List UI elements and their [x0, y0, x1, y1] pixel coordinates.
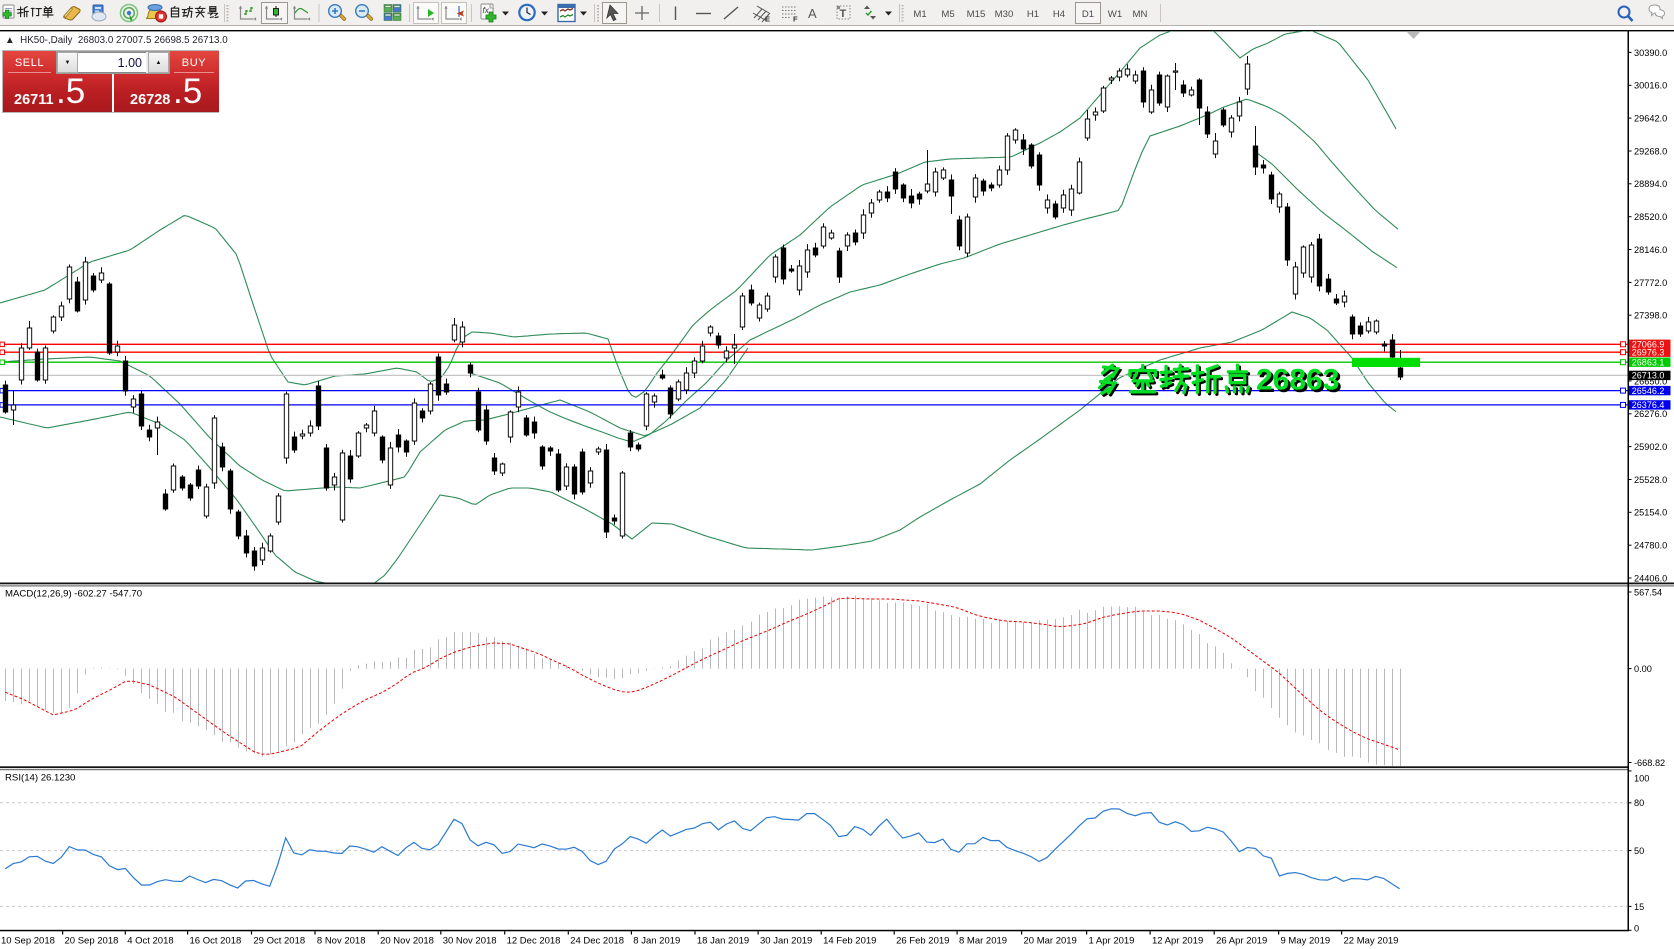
- svg-text:16 Oct 2018: 16 Oct 2018: [190, 936, 242, 947]
- svg-text:T: T: [840, 8, 847, 20]
- svg-text:26863.1: 26863.1: [1632, 358, 1665, 368]
- svg-text:-668.82: -668.82: [1634, 758, 1665, 768]
- svg-text:D1: D1: [1082, 9, 1094, 20]
- svg-text:22 May 2019: 22 May 2019: [1344, 936, 1399, 947]
- svg-text:28894.0: 28894.0: [1634, 179, 1667, 189]
- svg-text:30016.0: 30016.0: [1634, 81, 1667, 91]
- svg-text:E: E: [765, 15, 770, 24]
- svg-text:9 May 2019: 9 May 2019: [1281, 936, 1331, 947]
- svg-text:M1: M1: [913, 9, 926, 20]
- svg-text:26650.0: 26650.0: [1634, 376, 1667, 386]
- svg-text:30390.0: 30390.0: [1634, 48, 1667, 58]
- svg-text:14 Feb 2019: 14 Feb 2019: [823, 936, 876, 947]
- svg-text:26 Feb 2019: 26 Feb 2019: [896, 936, 949, 947]
- svg-text:24406.0: 24406.0: [1634, 573, 1667, 583]
- svg-text:10 Sep 2018: 10 Sep 2018: [1, 936, 55, 947]
- svg-text:12 Dec 2018: 12 Dec 2018: [507, 936, 561, 947]
- svg-text:M30: M30: [995, 9, 1014, 20]
- svg-text:26863: 26863: [1256, 364, 1339, 397]
- svg-text:24780.0: 24780.0: [1634, 541, 1667, 551]
- svg-text:25528.0: 25528.0: [1634, 475, 1667, 485]
- svg-text:M5: M5: [941, 9, 954, 20]
- svg-text:20 Nov 2018: 20 Nov 2018: [380, 936, 434, 947]
- svg-text:20 Mar 2019: 20 Mar 2019: [1024, 936, 1077, 947]
- svg-text:26546.2: 26546.2: [1632, 386, 1665, 396]
- svg-text:MN: MN: [1133, 9, 1148, 20]
- svg-text:18 Jan 2019: 18 Jan 2019: [697, 936, 749, 947]
- svg-text:8 Jan 2019: 8 Jan 2019: [633, 936, 680, 947]
- svg-text:1 Apr 2019: 1 Apr 2019: [1089, 936, 1135, 947]
- svg-text:M15: M15: [967, 9, 986, 20]
- svg-text:29 Oct 2018: 29 Oct 2018: [253, 936, 305, 947]
- svg-text:25902.0: 25902.0: [1634, 442, 1667, 452]
- svg-text:100: 100: [1634, 773, 1649, 783]
- svg-text:15: 15: [1634, 902, 1644, 912]
- svg-text:fx: fx: [483, 6, 490, 15]
- svg-text:H1: H1: [1027, 9, 1039, 20]
- svg-text:25154.0: 25154.0: [1634, 508, 1667, 518]
- svg-text:28146.0: 28146.0: [1634, 245, 1667, 255]
- svg-text:8 Mar 2019: 8 Mar 2019: [959, 936, 1007, 947]
- svg-text:26863: 26863: [1258, 366, 1341, 399]
- svg-text:MACD(12,26,9) -602.27 -547.70: MACD(12,26,9) -602.27 -547.70: [5, 589, 142, 600]
- svg-text:26713.0: 26713.0: [1632, 371, 1665, 381]
- svg-text:28520.0: 28520.0: [1634, 212, 1667, 222]
- svg-text:26376.4: 26376.4: [1632, 400, 1665, 410]
- svg-text:H4: H4: [1053, 9, 1066, 20]
- svg-text:0: 0: [1634, 923, 1639, 933]
- svg-text:20 Sep 2018: 20 Sep 2018: [65, 936, 119, 947]
- svg-text:A: A: [808, 6, 817, 21]
- svg-text:29642.0: 29642.0: [1634, 114, 1667, 124]
- svg-text:0.00: 0.00: [1634, 664, 1652, 674]
- svg-text:80: 80: [1634, 798, 1644, 808]
- svg-text:4 Oct 2018: 4 Oct 2018: [127, 936, 173, 947]
- svg-text:8 Nov 2018: 8 Nov 2018: [317, 936, 366, 947]
- svg-text:W1: W1: [1108, 9, 1122, 20]
- svg-text:RSI(14) 26.1230: RSI(14) 26.1230: [5, 773, 75, 784]
- svg-text:26 Apr 2019: 26 Apr 2019: [1216, 936, 1267, 947]
- svg-text:30 Nov 2018: 30 Nov 2018: [443, 936, 497, 947]
- svg-text:F: F: [793, 15, 798, 24]
- svg-text:27398.0: 27398.0: [1634, 311, 1667, 321]
- svg-text:567.54: 567.54: [1634, 587, 1662, 597]
- svg-text:29268.0: 29268.0: [1634, 146, 1667, 156]
- svg-text:26276.0: 26276.0: [1634, 409, 1667, 419]
- svg-text:30 Jan 2019: 30 Jan 2019: [760, 936, 812, 947]
- svg-text:27066.9: 27066.9: [1632, 340, 1665, 350]
- svg-text:12 Apr 2019: 12 Apr 2019: [1152, 936, 1203, 947]
- svg-text:27772.0: 27772.0: [1634, 278, 1667, 288]
- svg-text:50: 50: [1634, 846, 1644, 856]
- svg-text:26976.3: 26976.3: [1632, 348, 1665, 358]
- svg-text:24 Dec 2018: 24 Dec 2018: [570, 936, 624, 947]
